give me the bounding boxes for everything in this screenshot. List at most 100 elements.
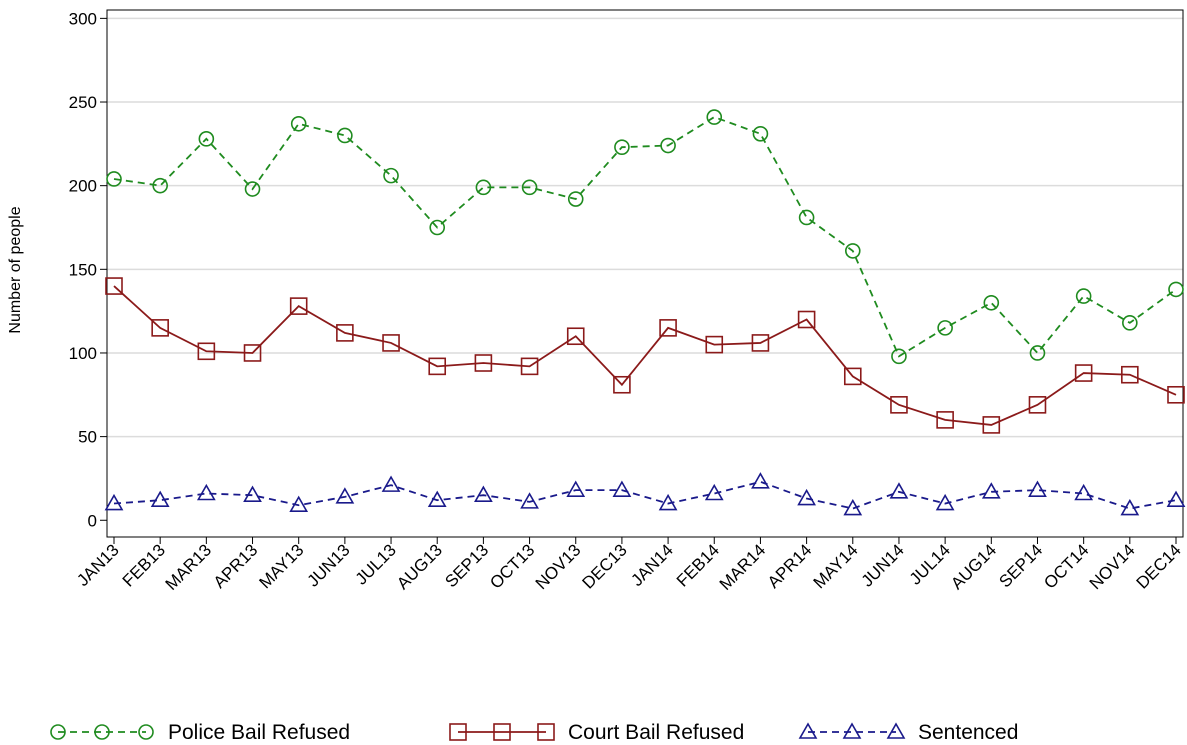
marker <box>614 139 630 155</box>
x-tick-label: OCT13 <box>486 540 538 592</box>
marker <box>196 483 216 501</box>
marker <box>886 722 906 739</box>
marker <box>1168 281 1184 298</box>
legend-label: Police Bail Refused <box>168 721 350 744</box>
marker <box>493 723 511 741</box>
marker <box>475 179 492 196</box>
marker <box>706 109 723 125</box>
x-tick-label: SEP14 <box>995 540 1046 591</box>
marker <box>381 475 401 492</box>
legend-label: Sentenced <box>918 721 1018 744</box>
marker <box>612 480 632 497</box>
y-tick-label: 150 <box>69 260 97 279</box>
marker <box>751 334 770 352</box>
marker <box>1167 385 1185 404</box>
marker <box>798 209 815 226</box>
marker <box>243 344 262 362</box>
marker <box>983 294 1000 311</box>
y-tick-label: 250 <box>69 93 97 112</box>
marker <box>751 472 770 489</box>
marker <box>198 131 215 147</box>
marker <box>429 219 446 236</box>
marker <box>797 488 816 506</box>
x-tick-label: SEP13 <box>441 540 492 591</box>
marker <box>705 335 724 354</box>
marker <box>151 319 169 337</box>
x-tick-label: MAR14 <box>716 540 770 594</box>
marker <box>660 137 676 154</box>
x-tick-label: AUG14 <box>947 540 1000 593</box>
marker <box>1074 364 1093 382</box>
marker <box>106 171 122 187</box>
marker <box>537 723 555 741</box>
x-tick-label: JUN13 <box>304 540 354 590</box>
x-tick-label: APR13 <box>210 540 262 592</box>
marker <box>1028 480 1047 497</box>
marker <box>94 724 110 740</box>
marker <box>243 485 262 502</box>
x-tick-label: JUN14 <box>858 540 908 590</box>
plot-frame <box>106 9 1184 538</box>
marker <box>843 498 863 516</box>
marker <box>843 367 862 386</box>
y-tick-label: 50 <box>78 428 97 447</box>
marker <box>1028 396 1047 414</box>
marker <box>566 480 586 497</box>
marker <box>613 375 631 394</box>
marker <box>1075 288 1092 304</box>
marker <box>474 485 493 502</box>
marker <box>752 126 769 142</box>
marker <box>337 127 353 144</box>
x-tick-label: DEC14 <box>1133 540 1185 592</box>
marker <box>936 411 954 429</box>
marker <box>521 179 538 196</box>
marker <box>197 342 216 361</box>
marker <box>138 724 154 740</box>
marker <box>1074 483 1094 501</box>
x-tick-label: MAY14 <box>810 540 862 592</box>
marker <box>842 722 862 739</box>
series-line <box>113 116 1177 358</box>
marker <box>289 297 308 315</box>
series-line <box>113 285 1177 426</box>
marker <box>659 319 677 337</box>
x-tick-label: OCT14 <box>1040 540 1092 592</box>
x-tick-label: FEB13 <box>119 540 169 590</box>
marker <box>1122 315 1138 331</box>
marker <box>1029 345 1046 361</box>
marker <box>520 357 539 376</box>
y-tick-label: 200 <box>69 177 97 196</box>
x-tick-label: APR14 <box>764 540 816 592</box>
marker <box>844 243 861 259</box>
x-tick-label: MAY13 <box>256 540 308 592</box>
marker <box>289 495 309 513</box>
marker <box>427 490 447 507</box>
marker <box>382 334 400 352</box>
x-tick-label: JUL14 <box>906 540 954 588</box>
x-tick-label: JAN13 <box>73 540 123 590</box>
marker <box>104 493 124 511</box>
marker <box>152 177 168 194</box>
x-tick-label: MAR13 <box>162 540 216 594</box>
marker <box>937 320 953 336</box>
x-tick-label: NOV13 <box>532 540 585 593</box>
marker <box>935 493 955 511</box>
marker <box>428 357 447 376</box>
marker <box>335 487 355 504</box>
marker <box>336 324 354 342</box>
marker <box>474 354 493 372</box>
x-tick-label: FEB14 <box>673 540 723 590</box>
y-axis-title: Number of people <box>7 206 24 333</box>
marker <box>658 493 678 511</box>
marker <box>290 115 307 132</box>
marker <box>383 167 399 184</box>
x-tick-label: DEC13 <box>579 540 631 592</box>
x-tick-label: AUG13 <box>393 540 446 593</box>
y-tick-label: 100 <box>69 344 97 363</box>
series-line <box>113 480 1177 510</box>
y-tick-label: 300 <box>69 9 97 28</box>
y-tick-label: 0 <box>88 511 97 530</box>
marker <box>890 396 908 414</box>
marker <box>1166 490 1186 507</box>
marker <box>244 181 261 197</box>
